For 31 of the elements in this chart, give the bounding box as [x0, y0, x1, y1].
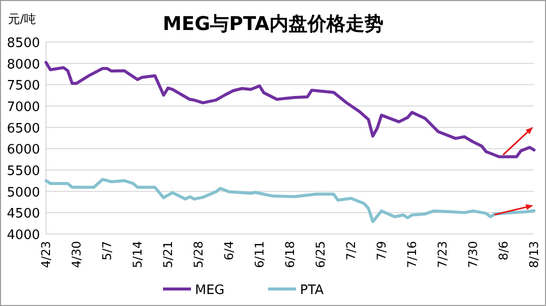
x-tick-label: 8/6 — [496, 241, 510, 260]
chart-title: MEG与PTA内盘价格走势 — [162, 13, 384, 35]
x-tick-label: 5/7 — [100, 241, 114, 260]
y-tick-label: 8000 — [6, 57, 40, 72]
x-tick-label: 6/11 — [252, 241, 266, 268]
x-tick-label: 7/30 — [466, 241, 480, 268]
y-tick-label: 7000 — [6, 100, 40, 115]
x-tick-label: 5/14 — [130, 241, 144, 268]
x-tick-label: 6/18 — [283, 241, 297, 268]
x-tick-label: 5/21 — [161, 241, 175, 268]
x-tick-label: 8/13 — [527, 241, 541, 268]
x-tick-label: 4/30 — [70, 241, 84, 268]
y-tick-label: 7500 — [6, 78, 40, 94]
y-tick-label: 8500 — [6, 36, 40, 51]
y-axis-title: 元/吨 — [8, 12, 36, 26]
legend-label: MEG — [195, 283, 225, 298]
x-tick-label: 7/16 — [405, 241, 419, 268]
x-tick-label: 7/9 — [374, 241, 388, 260]
y-tick-label: 6000 — [6, 142, 40, 158]
x-tick-label: 6/4 — [222, 241, 236, 260]
x-tick-label: 4/23 — [39, 241, 53, 268]
x-tick-label: 7/23 — [436, 241, 450, 268]
y-tick-label: 5500 — [6, 164, 40, 179]
y-tick-label: 6500 — [6, 121, 40, 136]
x-tick-label: 7/2 — [344, 241, 358, 260]
legend-label: PTA — [300, 283, 324, 298]
x-tick-label: 6/25 — [314, 241, 328, 268]
y-tick-label: 5000 — [6, 185, 40, 200]
y-tick-label: 4000 — [6, 228, 40, 243]
y-tick-label: 4500 — [6, 206, 40, 222]
x-tick-label: 5/28 — [192, 241, 206, 268]
